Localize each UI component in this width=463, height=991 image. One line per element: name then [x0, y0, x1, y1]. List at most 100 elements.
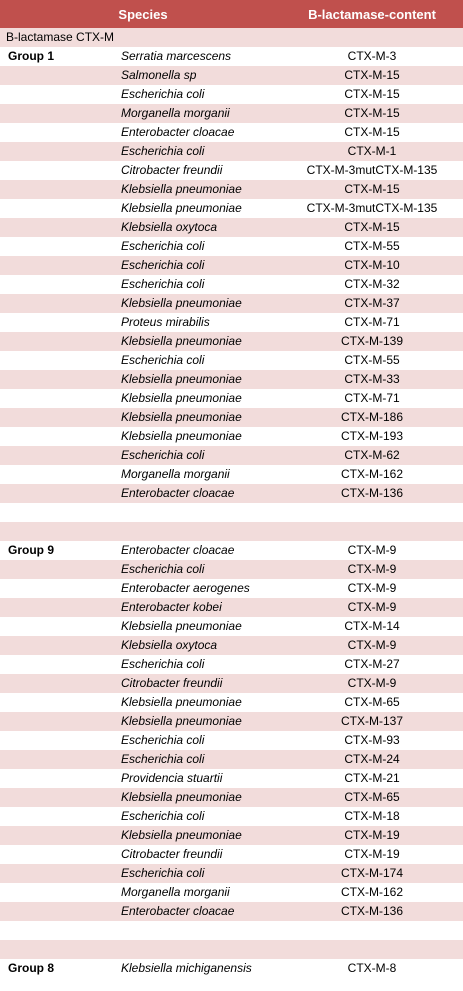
table-subtitle: B-lactamase CTX-M [6, 30, 115, 44]
species-cell: Klebsiella pneumoniae [121, 410, 242, 424]
species-cell: Providencia stuartii [121, 771, 223, 785]
species-cell: Klebsiella pneumoniae [121, 790, 242, 804]
content-cell: CTX-M-71 [344, 315, 400, 329]
table-row: Klebsiella pneumoniae CTX-M-193 [0, 427, 463, 446]
content-cell: CTX-M-9 [347, 676, 397, 690]
content-cell: CTX-M-65 [344, 695, 400, 709]
group-label: Group 9 [8, 543, 55, 557]
content-cell: CTX-M-62 [344, 448, 400, 462]
content-cell: CTX-M-15 [344, 68, 400, 82]
table-row: Klebsiella pneumoniae CTX-M-15 [0, 180, 463, 199]
table-row: Morganella morganii CTX-M-162 [0, 465, 463, 484]
table-row: Citrobacter freundii CTX-M-9 [0, 674, 463, 693]
content-cell: CTX-M-93 [344, 733, 400, 747]
content-cell: CTX-M-3mutCTX-M-135 [306, 163, 438, 177]
content-cell: CTX-M-9 [347, 562, 397, 576]
table-row: Morganella morganii CTX-M-15 [0, 104, 463, 123]
table-row: Salmonella sp CTX-M-15 [0, 66, 463, 85]
content-cell: CTX-M-55 [344, 239, 400, 253]
content-cell: CTX-M-24 [344, 752, 400, 766]
table-row [0, 522, 463, 541]
table-row: Klebsiella pneumoniae CTX-M-137 [0, 712, 463, 731]
species-cell: Enterobacter cloacae [121, 904, 235, 918]
content-cell: CTX-M-162 [340, 467, 404, 481]
content-cell: CTX-M-193 [340, 429, 404, 443]
table-row: Escherichia coli CTX-M-24 [0, 750, 463, 769]
table-row: Escherichia coli CTX-M-15 [0, 85, 463, 104]
species-cell: Escherichia coli [121, 448, 205, 462]
species-cell: Klebsiella pneumoniae [121, 296, 242, 310]
header-species: Species [118, 7, 168, 22]
content-cell: CTX-M-15 [344, 106, 400, 120]
table-body: Group 1 Serratia marcescens CTX-M-3 Salmone… [0, 47, 463, 978]
table-row [0, 503, 463, 522]
species-cell: Escherichia coli [121, 657, 205, 671]
species-cell: Escherichia coli [121, 87, 205, 101]
species-cell: Citrobacter freundii [121, 163, 223, 177]
species-cell: Klebsiella pneumoniae [121, 334, 242, 348]
content-cell: CTX-M-15 [344, 220, 400, 234]
species-cell: Citrobacter freundii [121, 676, 223, 690]
content-cell: CTX-M-162 [340, 885, 404, 899]
content-cell: CTX-M-14 [344, 619, 400, 633]
species-cell: Escherichia coli [121, 733, 205, 747]
species-cell: Proteus mirabilis [121, 315, 210, 329]
species-cell: Salmonella sp [121, 68, 197, 82]
table-row: Enterobacter cloacae CTX-M-15 [0, 123, 463, 142]
species-cell: Klebsiella oxytoca [121, 638, 218, 652]
table-row: Citrobacter freundii CTX-M-19 [0, 845, 463, 864]
table-row: Enterobacter cloacae CTX-M-136 [0, 484, 463, 503]
table-row: Escherichia coli CTX-M-32 [0, 275, 463, 294]
species-cell: Enterobacter cloacae [121, 543, 235, 557]
content-cell: CTX-M-1 [347, 144, 397, 158]
content-cell: CTX-M-136 [340, 904, 404, 918]
species-cell: Escherichia coli [121, 277, 205, 291]
table-row: Klebsiella pneumoniae CTX-M-3mutCTX-M-135 [0, 199, 463, 218]
content-cell: CTX-M-18 [344, 809, 400, 823]
table-row: Citrobacter freundii CTX-M-3mutCTX-M-135 [0, 161, 463, 180]
species-cell: Escherichia coli [121, 809, 205, 823]
species-cell: Enterobacter cloacae [121, 486, 235, 500]
species-cell: Escherichia coli [121, 866, 205, 880]
species-cell: Escherichia coli [121, 258, 205, 272]
content-cell: CTX-M-32 [344, 277, 400, 291]
table-row: Escherichia coli CTX-M-55 [0, 351, 463, 370]
header-row: Species B-lactamase-content [0, 0, 463, 28]
species-cell: Klebsiella pneumoniae [121, 201, 242, 215]
species-cell: Escherichia coli [121, 144, 205, 158]
table-row: Proteus mirabilis CTX-M-71 [0, 313, 463, 332]
table-row: Klebsiella pneumoniae CTX-M-139 [0, 332, 463, 351]
content-cell: CTX-M-186 [340, 410, 404, 424]
species-cell: Klebsiella pneumoniae [121, 182, 242, 196]
table-row: Escherichia coli CTX-M-62 [0, 446, 463, 465]
content-cell: CTX-M-136 [340, 486, 404, 500]
species-cell: Enterobacter aerogenes [121, 581, 250, 595]
header-content: B-lactamase-content [308, 7, 436, 22]
content-cell: CTX-M-10 [344, 258, 400, 272]
species-cell: Escherichia coli [121, 353, 205, 367]
table-row: Enterobacter aerogenes CTX-M-9 [0, 579, 463, 598]
species-cell: Escherichia coli [121, 239, 205, 253]
content-cell: CTX-M-71 [344, 391, 400, 405]
title-row: B-lactamase CTX-M [0, 28, 463, 47]
species-cell: Morganella morganii [121, 106, 230, 120]
content-cell: CTX-M-19 [344, 847, 400, 861]
table-row: Escherichia coli CTX-M-93 [0, 731, 463, 750]
table-row: Escherichia coli CTX-M-174 [0, 864, 463, 883]
species-cell: Escherichia coli [121, 752, 205, 766]
species-cell: Klebsiella oxytoca [121, 220, 218, 234]
table-row: Klebsiella pneumoniae CTX-M-71 [0, 389, 463, 408]
content-cell: CTX-M-37 [344, 296, 400, 310]
table-row: Klebsiella pneumoniae CTX-M-19 [0, 826, 463, 845]
content-cell: CTX-M-137 [340, 714, 404, 728]
content-cell: CTX-M-9 [347, 581, 397, 595]
table-row: Klebsiella pneumoniae CTX-M-65 [0, 693, 463, 712]
table-row: Klebsiella pneumoniae CTX-M-65 [0, 788, 463, 807]
content-cell: CTX-M-27 [344, 657, 400, 671]
group-label: Group 1 [8, 49, 55, 63]
table-row: Group 1 Serratia marcescens CTX-M-3 [0, 47, 463, 66]
species-cell: Klebsiella pneumoniae [121, 429, 242, 443]
species-cell: Klebsiella pneumoniae [121, 391, 242, 405]
content-cell: CTX-M-174 [340, 866, 404, 880]
